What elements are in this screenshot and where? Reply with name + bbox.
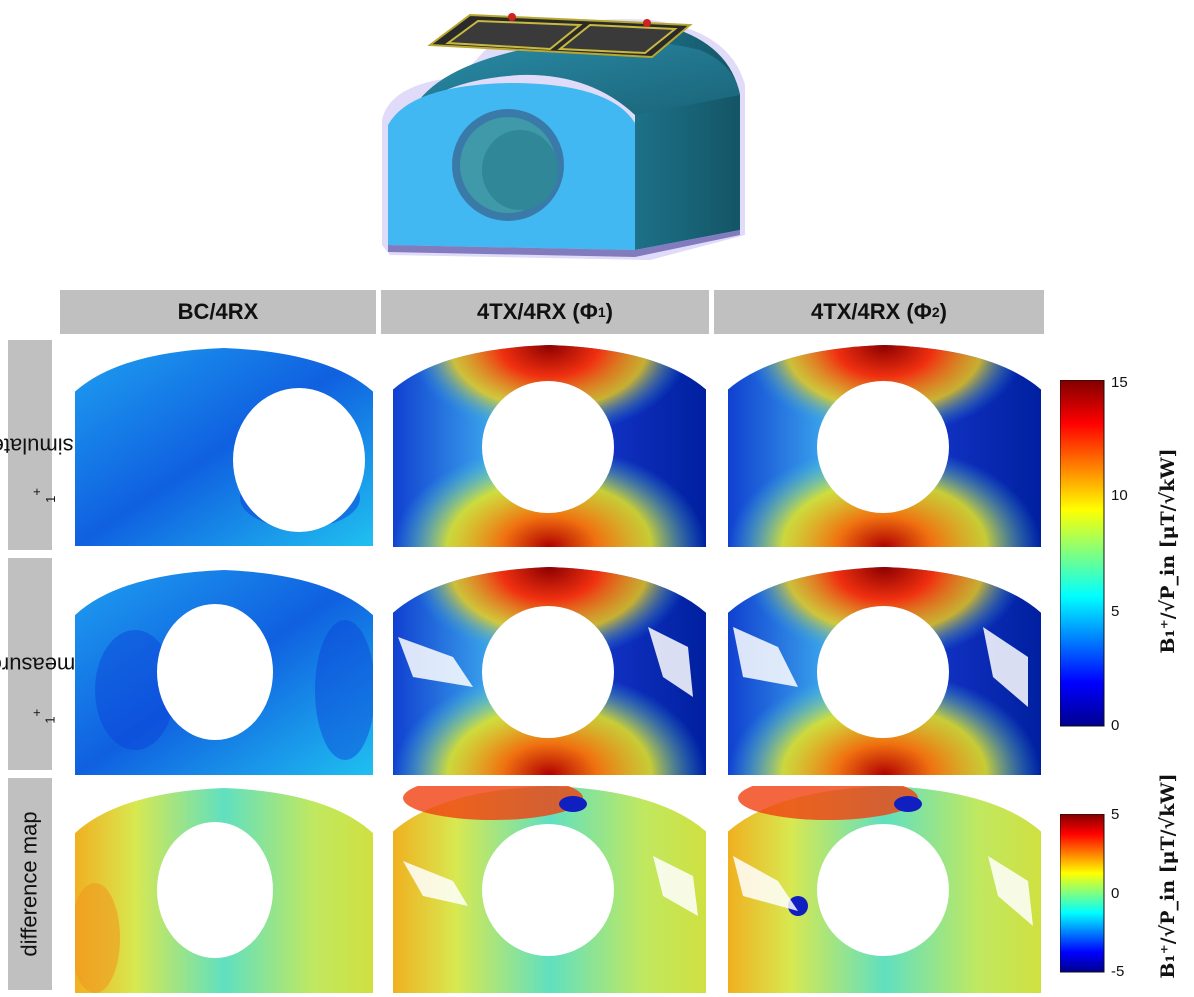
column-header-sub: 1 [597, 304, 606, 320]
colorbar-diff-tick: 0 [1111, 885, 1120, 902]
colorbar-b1 [1060, 380, 1105, 727]
column-header-close: ) [605, 299, 613, 324]
column-header-4tx-phi1: 4TX/4RX (Φ 1) [381, 290, 709, 334]
row-header-measured: measured B 1+ [0, 558, 75, 770]
row-header-label: difference map [17, 811, 43, 957]
colorbar-b1-label: B₁⁺/√P_in [μT/√kW] [1157, 448, 1179, 654]
map-measured-4tx-phi1 [393, 567, 706, 775]
map-measured-bc [75, 570, 373, 775]
map-difference-4tx-phi1 [393, 786, 706, 993]
column-header-sub: 2 [931, 304, 940, 320]
colorbar-b1-tick: 5 [1111, 603, 1120, 620]
colorbar-diff-tick: -5 [1111, 963, 1125, 980]
column-header-label: 4TX/4RX (Φ [477, 299, 598, 324]
column-header-4tx-phi2: 4TX/4RX (Φ 2) [714, 290, 1044, 334]
row-header-label: simulated B [0, 433, 74, 458]
map-simulated-4tx-phi2 [728, 345, 1041, 547]
colorbar-diff [1060, 814, 1105, 973]
column-header-label: 4TX/4RX (Φ [811, 299, 932, 324]
row-header-sub: 1 [42, 495, 58, 503]
column-header-label: BC/4RX [177, 299, 259, 324]
row-header-simulated: simulated B 1+ [0, 340, 73, 550]
map-difference-bc [75, 788, 373, 993]
colorbar-diff-label: B₁⁺/√P_in [μT/√kW] [1157, 773, 1179, 979]
colorbar-diff-tick: 5 [1111, 806, 1120, 823]
colorbar-b1-tick: 10 [1111, 487, 1128, 504]
map-simulated-bc [75, 348, 373, 546]
colorbar-b1-tick: 0 [1111, 717, 1120, 734]
column-header-close: ) [939, 299, 947, 324]
row-header-sup: + [28, 487, 44, 496]
map-simulated-4tx-phi1 [393, 345, 706, 547]
colorbar-b1-tick: 15 [1111, 374, 1128, 391]
row-header-label: measured B [0, 652, 75, 677]
column-header-bc-4rx: BC/4RX [60, 290, 376, 334]
row-header-sub: 1 [42, 716, 58, 724]
row-header-sup: + [28, 708, 44, 717]
map-measured-4tx-phi2 [728, 567, 1041, 775]
coil-illustration [382, 13, 745, 261]
coil-array [427, 13, 693, 59]
map-difference-4tx-phi2 [728, 786, 1041, 993]
row-header-difference: difference map [8, 778, 52, 990]
